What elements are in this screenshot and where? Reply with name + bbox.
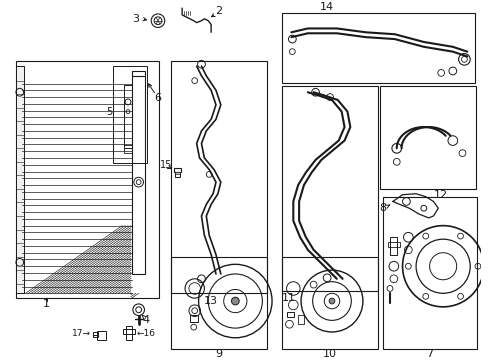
Bar [281,86,378,291]
Text: 4: 4 [142,315,150,325]
Text: 11: 11 [281,293,295,303]
Text: 7: 7 [425,349,432,359]
Text: 1: 1 [43,299,50,309]
Bar [175,172,180,174]
Bar [93,332,98,337]
Bar [16,66,23,293]
Text: 13: 13 [203,296,218,306]
Bar [380,86,475,189]
Text: 15: 15 [159,160,172,170]
Bar [175,172,180,177]
Text: 8: 8 [379,203,386,213]
Bar [97,331,105,340]
Bar [112,66,147,163]
Bar [281,13,474,82]
Bar [170,61,266,293]
Bar [170,257,266,349]
Text: 17→: 17→ [72,329,91,338]
Text: 9: 9 [215,349,222,359]
Text: 6: 6 [154,93,161,103]
Text: 2: 2 [215,6,222,16]
Bar [126,326,132,340]
Text: 5: 5 [106,107,112,117]
Text: 10: 10 [323,349,336,359]
Bar [383,197,476,349]
Bar [16,61,159,298]
Text: ←16: ←16 [137,329,156,338]
Text: 12: 12 [433,190,447,200]
Bar [298,315,304,324]
Bar [389,237,396,255]
Bar [174,168,181,172]
Text: 3: 3 [132,14,139,24]
Bar [123,329,135,334]
Text: 14: 14 [320,2,333,12]
Bar [387,242,399,247]
Bar [286,312,294,318]
Circle shape [328,298,334,304]
Circle shape [231,297,239,305]
Bar [281,257,378,349]
Bar [132,71,145,274]
Bar [124,85,132,148]
Bar [189,315,197,322]
Bar [124,145,132,153]
